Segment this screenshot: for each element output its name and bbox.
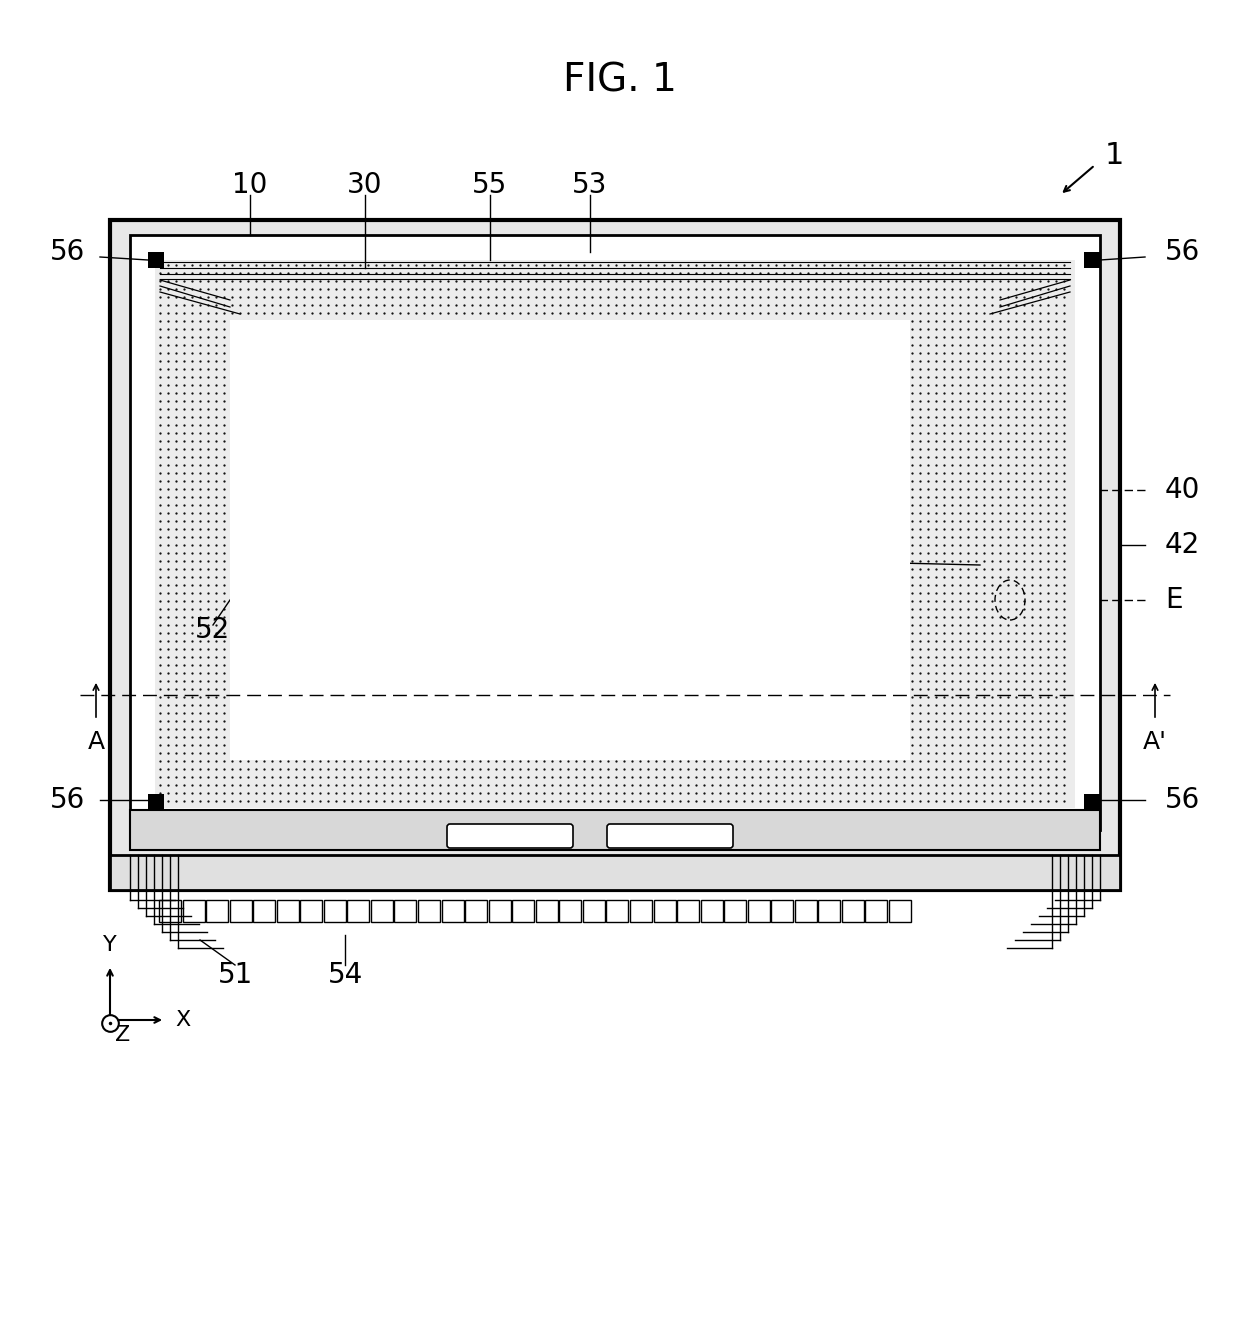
Bar (175, 288, 1045, 810)
Text: 56: 56 (1166, 786, 1200, 814)
Text: E: E (1166, 586, 1183, 614)
Bar (347, 900, 370, 922)
Bar (206, 900, 228, 922)
Bar (849, 710, 872, 732)
Bar (820, 680, 842, 702)
Bar (229, 320, 910, 760)
Bar (889, 900, 911, 922)
Bar (771, 900, 794, 922)
Bar (371, 900, 393, 922)
Text: Z: Z (115, 1025, 130, 1045)
Text: 56: 56 (1166, 237, 1200, 265)
Bar (559, 900, 582, 922)
FancyBboxPatch shape (608, 824, 733, 848)
Bar (324, 900, 346, 922)
Bar (795, 900, 817, 922)
Text: 42: 42 (1166, 531, 1200, 559)
Bar (842, 900, 864, 922)
Bar (583, 900, 605, 922)
Bar (253, 900, 275, 922)
Text: 10: 10 (232, 171, 268, 199)
Bar (441, 900, 464, 922)
Bar (305, 370, 327, 392)
Text: 54: 54 (327, 960, 362, 988)
Bar (880, 680, 901, 702)
Text: 55: 55 (472, 171, 507, 199)
Text: 51: 51 (217, 960, 253, 988)
Bar (130, 810, 1100, 850)
Bar (277, 900, 299, 922)
Bar (275, 340, 298, 362)
Text: FIG. 1: FIG. 1 (563, 61, 677, 99)
Text: A: A (88, 730, 104, 754)
Bar (820, 710, 842, 732)
Text: X: X (175, 1010, 190, 1030)
Bar (246, 400, 267, 422)
Bar (748, 900, 770, 922)
FancyBboxPatch shape (446, 824, 573, 848)
Bar (418, 900, 440, 922)
Bar (536, 900, 558, 922)
Bar (110, 220, 1120, 890)
Text: 1: 1 (1105, 140, 1125, 169)
Text: 56: 56 (50, 786, 86, 814)
Text: 40: 40 (1166, 476, 1200, 504)
Bar (229, 900, 252, 922)
Bar (246, 370, 267, 392)
Bar (305, 340, 327, 362)
Bar (148, 252, 164, 268)
Bar (130, 235, 1100, 830)
Bar (512, 900, 534, 922)
Bar (849, 680, 872, 702)
Text: Y: Y (103, 935, 117, 955)
Bar (182, 900, 205, 922)
Text: P: P (740, 706, 756, 734)
Bar (677, 900, 699, 922)
Bar (110, 855, 1120, 890)
Bar (155, 260, 1075, 808)
Bar (300, 900, 322, 922)
Text: 56: 56 (50, 237, 86, 265)
Bar (880, 710, 901, 732)
Text: 52: 52 (760, 542, 795, 570)
Bar (1084, 794, 1100, 810)
Bar (148, 794, 164, 810)
Bar (465, 900, 487, 922)
Text: P: P (391, 382, 407, 410)
Bar (229, 320, 990, 760)
Text: A': A' (1143, 730, 1167, 754)
Text: 30: 30 (347, 171, 383, 199)
Bar (701, 900, 723, 922)
Text: 22, 26, 38, 39: 22, 26, 38, 39 (322, 696, 517, 724)
Text: 52: 52 (195, 616, 231, 644)
Bar (1084, 252, 1100, 268)
Text: 53: 53 (573, 171, 608, 199)
Bar (394, 900, 417, 922)
Bar (653, 900, 676, 922)
Bar (275, 370, 298, 392)
Bar (866, 900, 888, 922)
Bar (246, 340, 267, 362)
Bar (489, 900, 511, 922)
Bar (148, 252, 1083, 815)
Bar (606, 900, 629, 922)
Bar (159, 900, 181, 922)
Bar (724, 900, 746, 922)
Bar (630, 900, 652, 922)
Bar (818, 900, 841, 922)
